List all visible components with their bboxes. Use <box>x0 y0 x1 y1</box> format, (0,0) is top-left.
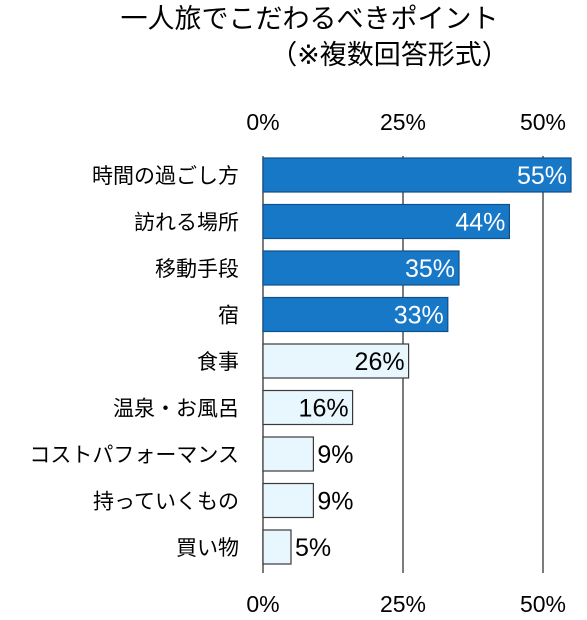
value-label-3: 33% <box>394 302 444 330</box>
category-label-1: 訪れる場所 <box>134 211 239 235</box>
x-tick-label-bottom-0: 0% <box>246 591 279 617</box>
bar-7 <box>262 482 315 519</box>
x-tick-label-bottom-1: 25% <box>380 591 426 617</box>
value-label-2: 35% <box>405 255 455 283</box>
category-label-3: 宿 <box>218 304 239 328</box>
x-tick-label-bottom-2: 50% <box>520 591 566 617</box>
category-label-0: 時間の過ごし方 <box>92 164 239 188</box>
category-label-4: 食事 <box>197 350 239 374</box>
category-label-5: 温泉・お風呂 <box>113 397 239 421</box>
value-label-0: 55% <box>517 162 567 190</box>
bar-3 <box>262 296 449 333</box>
chart-subtitle: （※複数回答形式） <box>270 40 509 71</box>
chart-title: 一人旅でこだわるべきポイント <box>120 4 499 35</box>
bar-1 <box>262 203 510 240</box>
bar-4 <box>262 343 410 379</box>
x-tick-label-top-2: 50% <box>520 109 566 135</box>
bar-2 <box>262 250 460 286</box>
bar-8 <box>262 529 292 565</box>
bar-6 <box>262 436 315 472</box>
bar-0 <box>262 157 572 193</box>
category-label-2: 移動手段 <box>155 257 239 281</box>
bar-5 <box>262 389 354 426</box>
value-label-6: 9% <box>317 441 353 469</box>
x-tick-label-top-1: 25% <box>380 109 426 135</box>
category-label-8: 買い物 <box>176 536 239 560</box>
category-label-6: コストパフォーマンス <box>29 443 239 467</box>
value-label-4: 26% <box>355 348 405 376</box>
category-label-7: 持っていくもの <box>93 490 239 514</box>
x-tick-label-top-0: 0% <box>246 109 279 135</box>
value-label-7: 9% <box>317 488 353 516</box>
value-label-8: 5% <box>295 534 331 562</box>
value-label-1: 44% <box>455 209 505 237</box>
value-label-5: 16% <box>299 395 349 423</box>
